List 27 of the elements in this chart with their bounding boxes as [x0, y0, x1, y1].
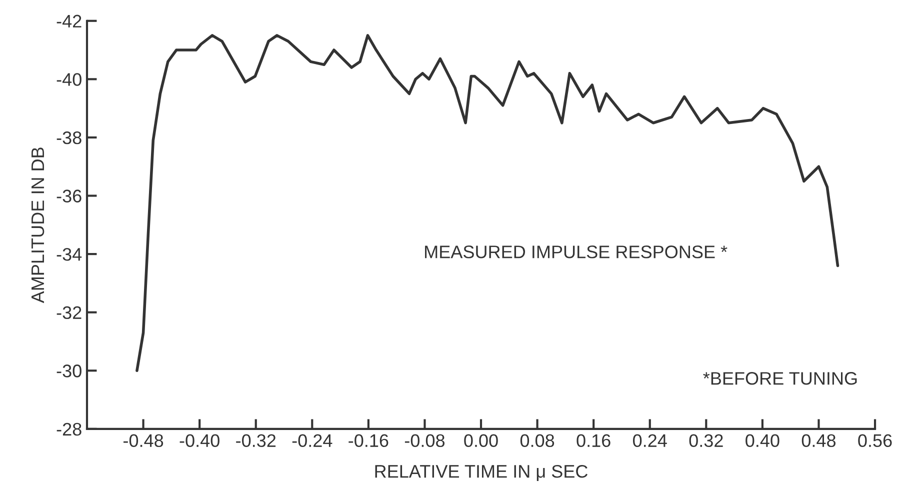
- x-tick-label: 0.08: [520, 434, 554, 448]
- y-axis-title: AMPLITUDE IN DB: [32, 148, 44, 304]
- y-tick-label: -38: [56, 131, 82, 144]
- annotation: MEASURED IMPULSE RESPONSE *: [425, 246, 728, 258]
- x-axis-title: RELATIVE TIME IN μ SEC: [375, 464, 588, 482]
- annotation: *BEFORE TUNING: [703, 372, 857, 385]
- y-tick-label: -42: [56, 14, 82, 28]
- x-tick-label: 0.48: [802, 434, 836, 448]
- y-tick-label: -30: [56, 364, 82, 378]
- x-tick-label: -0.16: [348, 434, 388, 448]
- y-tick-label: -36: [56, 190, 82, 202]
- x-tick-label: -0.48: [124, 434, 164, 448]
- y-tick-label: -28: [56, 422, 82, 436]
- x-tick-label: -0.32: [236, 434, 276, 448]
- x-tick-label: -0.24: [292, 434, 332, 448]
- x-tick-label: 0.16: [576, 434, 610, 448]
- x-tick-label: 0.56: [858, 434, 892, 448]
- x-tick-label: 0.40: [746, 434, 780, 448]
- y-tick-label: -34: [56, 248, 82, 261]
- x-tick-label: -0.08: [404, 434, 445, 448]
- x-tick-label: 0.00: [464, 434, 498, 448]
- y-tick-label: -40: [56, 73, 82, 86]
- line-series: [136, 34, 840, 372]
- x-tick-label: -0.40: [180, 434, 220, 448]
- x-tick-label: 0.24: [633, 434, 667, 448]
- x-tick-label: 0.32: [689, 434, 723, 448]
- y-tick-label: -32: [56, 306, 82, 320]
